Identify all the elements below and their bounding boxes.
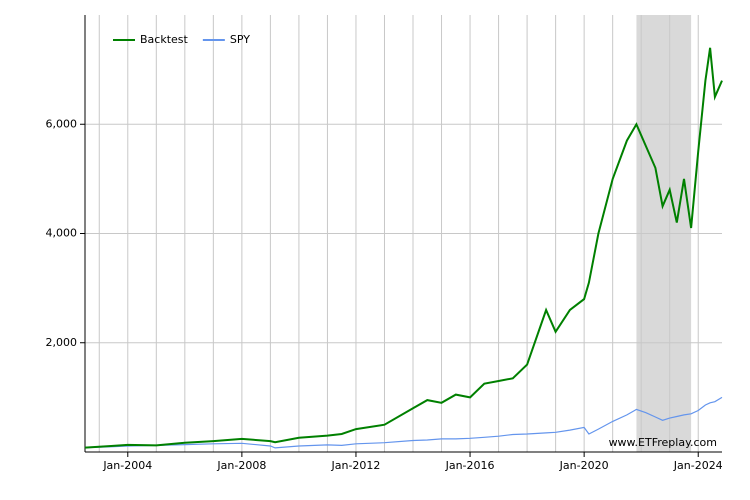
series-line [84, 47, 723, 449]
x-tick-label: Jan-2008 [216, 459, 266, 472]
x-tick-label: Jan-2024 [673, 459, 723, 472]
x-tick-label: Jan-2004 [102, 459, 152, 472]
y-tick-label: 4,000 [46, 227, 78, 240]
x-tick-label: Jan-2012 [331, 459, 381, 472]
legend-label: Backtest [140, 33, 189, 46]
series-line [84, 396, 723, 449]
y-tick-label: 6,000 [46, 117, 78, 130]
y-tick-label: 2,000 [46, 336, 78, 349]
legend-label: SPY [230, 33, 250, 46]
watermark: www.ETFreplay.com [609, 436, 717, 449]
x-tick-label: Jan-2016 [445, 459, 495, 472]
x-tick-label: Jan-2020 [559, 459, 609, 472]
